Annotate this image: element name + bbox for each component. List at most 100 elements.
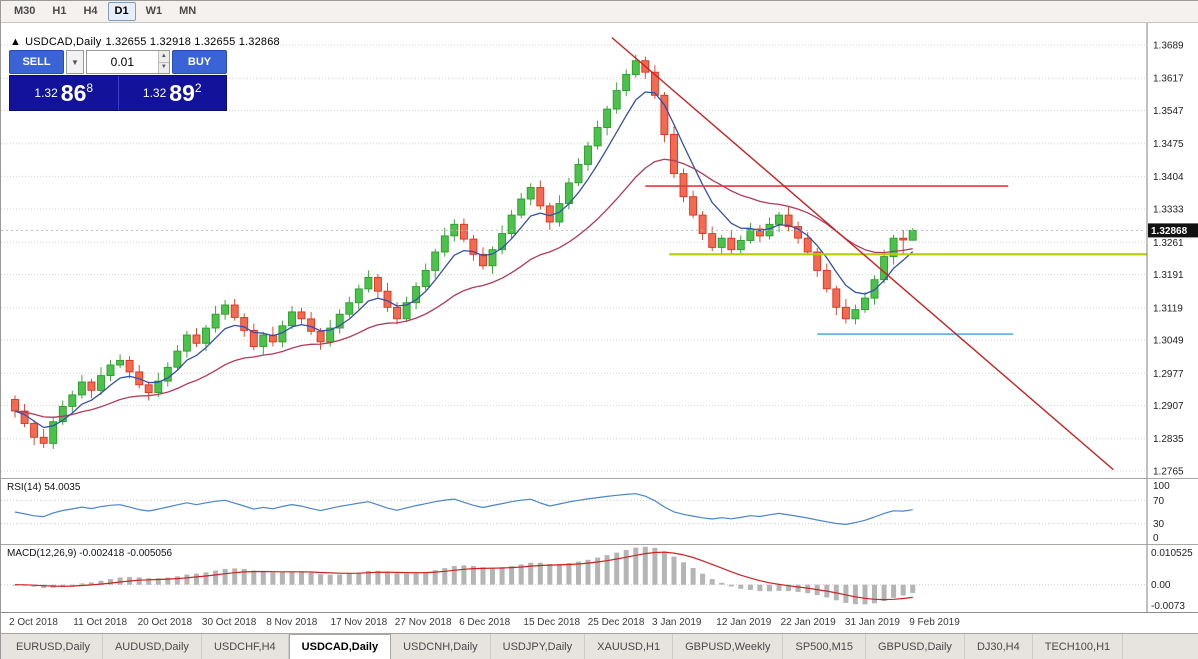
date-label: 17 Nov 2018 bbox=[330, 617, 388, 628]
timeframe-button-h1[interactable]: H1 bbox=[52, 5, 67, 17]
rsi-line bbox=[14, 493, 913, 526]
macd-histogram bbox=[12, 546, 916, 605]
date-label: 15 Dec 2018 bbox=[523, 617, 581, 628]
rsi-indicator-panel: 100 70 30 0 RSI(14) 54.0035 bbox=[1, 478, 1198, 545]
date-label: 12 Jan 2019 bbox=[716, 617, 772, 628]
svg-text:1.3404: 1.3404 bbox=[1153, 172, 1184, 183]
date-label: 31 Jan 2019 bbox=[844, 617, 900, 628]
ask-price-pip: 2 bbox=[194, 81, 202, 95]
main-chart-panel: 1.3689 1.3617 1.3547 1.3475 1.3404 1.3333 1.32… bbox=[1, 23, 1198, 478]
svg-text:-0.0073: -0.0073 bbox=[1151, 601, 1185, 612]
chart-tab-bar: EURUSD,Daily AUDUSD,Daily USDCHF,H4 USDCAD,… bbox=[1, 633, 1198, 659]
bid-ask-quote-panel: 1.32 86 8 1.32 89 2 bbox=[9, 75, 227, 111]
horizontal-level-lines[interactable] bbox=[645, 185, 1147, 335]
timeframe-button-d1[interactable]: D1 bbox=[107, 2, 136, 21]
timeframe-button-m30[interactable]: M30 bbox=[14, 5, 36, 17]
rsi-axis-labels: 100 70 30 0 bbox=[1153, 481, 1170, 544]
svg-text:1.3617: 1.3617 bbox=[1153, 74, 1184, 85]
svg-text:1.2835: 1.2835 bbox=[1153, 434, 1184, 445]
chevron-down-icon: ▼ bbox=[71, 57, 79, 67]
chart-tab-tech100-h1[interactable]: TECH100,H1 bbox=[1033, 634, 1124, 659]
svg-text:1.3689: 1.3689 bbox=[1153, 41, 1184, 52]
chart-tab-usdcnh-daily[interactable]: USDCNH,Daily bbox=[391, 634, 491, 659]
ma-fast-line bbox=[14, 91, 914, 429]
date-label: 20 Oct 2018 bbox=[137, 617, 193, 628]
volume-stepper: ▲ ▼ bbox=[157, 51, 169, 73]
timeframe-button-w1[interactable]: W1 bbox=[145, 5, 163, 17]
volume-step-down-icon[interactable]: ▼ bbox=[158, 62, 169, 73]
svg-text:1.3119: 1.3119 bbox=[1153, 303, 1183, 314]
date-label: 22 Jan 2019 bbox=[780, 617, 836, 628]
symbol-direction-icon: ▲ bbox=[10, 36, 22, 48]
price-chart-canvas[interactable]: 1.3689 1.3617 1.3547 1.3475 1.3404 1.3333 1.32… bbox=[1, 23, 1198, 478]
bid-price-prefix: 1.32 bbox=[34, 86, 58, 100]
current-price-badge: 1.32868 bbox=[1148, 223, 1198, 238]
timeframe-toolbar: M30 H1 H4 D1 W1 MN bbox=[1, 1, 1198, 23]
volume-step-up-icon[interactable]: ▲ bbox=[158, 51, 169, 63]
macd-indicator-canvas[interactable]: 0.010525 0.00 -0.0073 bbox=[1, 545, 1198, 613]
svg-text:0.00: 0.00 bbox=[1151, 580, 1171, 591]
chart-tab-xauusd-h1[interactable]: XAUUSD,H1 bbox=[585, 634, 674, 659]
ask-price-main: 89 bbox=[169, 79, 195, 106]
volume-input[interactable] bbox=[87, 51, 158, 73]
ma-slow-line bbox=[14, 158, 913, 418]
svg-text:1.2977: 1.2977 bbox=[1153, 369, 1184, 380]
date-label: 11 Oct 2018 bbox=[73, 617, 128, 628]
descending-trendline[interactable] bbox=[611, 37, 1114, 471]
volume-field-wrap: ▲ ▼ bbox=[86, 50, 170, 74]
date-label: 30 Oct 2018 bbox=[201, 617, 257, 628]
price-axis-labels: 1.3689 1.3617 1.3547 1.3475 1.3404 1.3333 1.32… bbox=[1153, 41, 1184, 478]
symbol-ohlc-values: 1.32655 1.32918 1.32655 1.32868 bbox=[105, 36, 280, 48]
candles bbox=[11, 54, 917, 449]
date-label: 8 Nov 2018 bbox=[266, 617, 318, 628]
bid-price-display[interactable]: 1.32 86 8 bbox=[10, 76, 119, 110]
chart-tab-sp500-m15[interactable]: SP500,M15 bbox=[783, 634, 866, 659]
macd-label: MACD(12,26,9) -0.002418 -0.005056 bbox=[7, 548, 173, 559]
svg-text:1.3049: 1.3049 bbox=[1153, 336, 1184, 347]
ask-price-prefix: 1.32 bbox=[142, 86, 167, 100]
rsi-label: RSI(14) 54.0035 bbox=[7, 482, 81, 493]
ask-price-display[interactable]: 1.32 89 2 bbox=[119, 76, 227, 110]
chart-tab-gbpusd-weekly[interactable]: GBPUSD,Weekly bbox=[673, 634, 784, 659]
date-label: 3 Jan 2019 bbox=[652, 617, 702, 628]
svg-text:1.3475: 1.3475 bbox=[1153, 139, 1184, 150]
svg-text:1.3191: 1.3191 bbox=[1153, 270, 1184, 281]
svg-text:1.2765: 1.2765 bbox=[1153, 467, 1184, 478]
svg-text:100: 100 bbox=[1153, 481, 1170, 492]
symbol-ohlc-header: ▲ USDCAD,Daily 1.32655 1.32918 1.32655 1.3… bbox=[10, 36, 284, 48]
bid-price-main: 86 bbox=[60, 79, 87, 106]
date-label: 6 Dec 2018 bbox=[459, 617, 511, 628]
svg-text:0: 0 bbox=[1153, 533, 1159, 544]
symbol-title: USDCAD,Daily bbox=[25, 36, 102, 48]
buy-button[interactable]: BUY bbox=[172, 50, 227, 74]
date-axis: 2 Oct 2018 11 Oct 2018 20 Oct 2018 30 Oct 2… bbox=[1, 612, 1198, 633]
date-label: 27 Nov 2018 bbox=[394, 617, 452, 628]
chart-tab-audusd-daily[interactable]: AUDUSD,Daily bbox=[103, 634, 202, 659]
timeframe-button-mn[interactable]: MN bbox=[179, 5, 197, 17]
chart-tab-eurusd-daily[interactable]: EURUSD,Daily bbox=[4, 634, 103, 659]
sell-button[interactable]: SELL bbox=[9, 50, 64, 74]
chart-tab-dj30-h4[interactable]: DJ30,H4 bbox=[965, 634, 1033, 659]
svg-text:1.32868: 1.32868 bbox=[1151, 226, 1188, 237]
rsi-indicator-canvas[interactable]: 100 70 30 0 bbox=[1, 479, 1198, 545]
timeframe-button-h4[interactable]: H4 bbox=[83, 5, 98, 17]
svg-text:70: 70 bbox=[1153, 496, 1165, 507]
svg-text:1.3261: 1.3261 bbox=[1153, 238, 1184, 249]
bid-price-pip: 8 bbox=[86, 81, 94, 95]
chart-tab-usdchf-h4[interactable]: USDCHF,H4 bbox=[202, 634, 289, 659]
svg-text:1.3547: 1.3547 bbox=[1153, 106, 1184, 117]
date-label: 2 Oct 2018 bbox=[9, 617, 58, 628]
svg-text:1.3333: 1.3333 bbox=[1153, 205, 1184, 216]
date-label: 9 Feb 2019 bbox=[909, 617, 960, 628]
macd-indicator-panel: 0.010525 0.00 -0.0073 MACD(12,26,9) -0.002… bbox=[1, 544, 1198, 613]
chart-tab-usdjpy-daily[interactable]: USDJPY,Daily bbox=[491, 634, 586, 659]
chart-tab-usdcad-daily[interactable]: USDCAD,Daily bbox=[288, 634, 392, 659]
lot-dropdown-button[interactable]: ▼ bbox=[66, 50, 84, 74]
chart-tab-gbpusd-daily[interactable]: GBPUSD,Daily bbox=[866, 634, 965, 659]
one-click-trade-panel: SELL ▼ ▲ ▼ BUY 1.32 86 8 1.3 bbox=[9, 50, 227, 111]
svg-text:30: 30 bbox=[1153, 519, 1165, 530]
date-label: 25 Dec 2018 bbox=[587, 617, 645, 628]
price-gridlines bbox=[1, 44, 1147, 472]
macd-signal-line bbox=[14, 551, 913, 601]
svg-text:1.2907: 1.2907 bbox=[1153, 401, 1184, 412]
